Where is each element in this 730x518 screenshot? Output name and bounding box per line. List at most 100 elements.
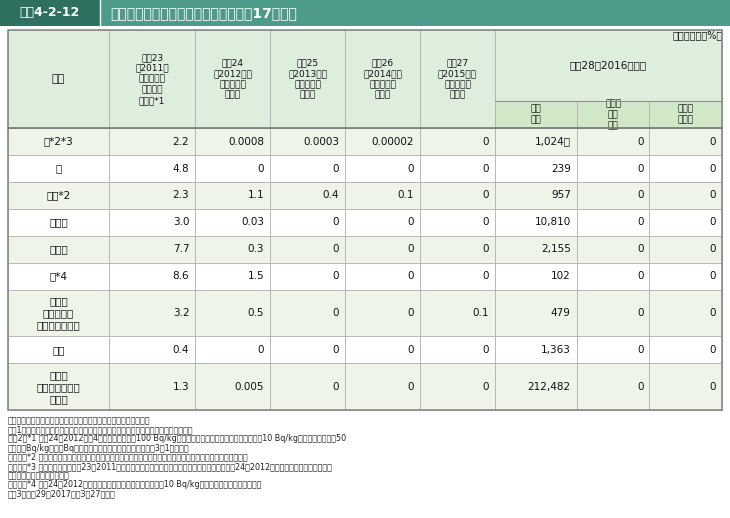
Bar: [109, 364, 196, 410]
Bar: [109, 155, 196, 182]
Bar: [8, 364, 109, 410]
Bar: [650, 128, 722, 155]
Text: 0: 0: [637, 137, 643, 147]
Bar: [345, 30, 420, 128]
Bar: [495, 182, 577, 209]
Text: 0: 0: [710, 218, 716, 227]
Bar: [345, 128, 420, 155]
Text: 平成25
（2013）年
度の基準値
超過率: 平成25 （2013）年 度の基準値 超過率: [288, 59, 327, 99]
Text: 0: 0: [258, 164, 264, 174]
Text: 平成23
（2011）
年度末まで
の基準値
超過率*1: 平成23 （2011） 年度末まで の基準値 超過率*1: [135, 53, 169, 105]
Bar: [577, 128, 650, 155]
Bar: [270, 155, 345, 182]
Text: 0: 0: [407, 164, 414, 174]
Bar: [270, 290, 345, 337]
Text: 479: 479: [551, 308, 571, 318]
Text: 2.3: 2.3: [173, 191, 189, 200]
Text: *4 平成24（2012）年度以降の茶は、飲料水の基準値（10 Bq/kg）が適用される緑茶のみ計上: *4 平成24（2012）年度以降の茶は、飲料水の基準値（10 Bq/kg）が適…: [8, 480, 261, 490]
Bar: [196, 337, 270, 364]
Text: 0: 0: [710, 271, 716, 281]
Text: 豆類*2: 豆類*2: [46, 191, 71, 200]
Bar: [270, 236, 345, 263]
Text: 212,482: 212,482: [528, 382, 571, 392]
Bar: [8, 337, 109, 364]
Text: *3 福島県で行った平成23（2011）年度産の緊急調査、福島県と宮城県の一部地域で平成24（2012）年度以降に行った全袋検査: *3 福島県で行った平成23（2011）年度産の緊急調査、福島県と宮城県の一部地…: [8, 462, 332, 471]
Bar: [495, 209, 577, 236]
Text: その他
地域特産物
（そばを含む）: その他 地域特産物 （そばを含む）: [36, 296, 80, 330]
Bar: [420, 236, 495, 263]
Bar: [196, 236, 270, 263]
Text: 果実類: 果実類: [49, 244, 68, 254]
Text: 0: 0: [407, 345, 414, 355]
Bar: [495, 155, 577, 182]
Text: 0: 0: [333, 218, 339, 227]
Text: 0: 0: [483, 271, 489, 281]
Bar: [0, 0, 730, 26]
Bar: [109, 30, 196, 128]
Bar: [650, 263, 722, 290]
Text: 肉・卵
（野生鳥獣肉を
除く）: 肉・卵 （野生鳥獣肉を 除く）: [36, 370, 80, 404]
Bar: [8, 128, 109, 155]
Text: 3.0: 3.0: [173, 218, 189, 227]
Bar: [196, 128, 270, 155]
Bar: [420, 182, 495, 209]
Bar: [420, 128, 495, 155]
Text: 平成28（2016）年度: 平成28（2016）年度: [570, 61, 647, 70]
Text: 0.1: 0.1: [472, 308, 489, 318]
Text: 0: 0: [637, 308, 643, 318]
Text: 0: 0: [710, 308, 716, 318]
Text: 0: 0: [483, 244, 489, 254]
Bar: [650, 155, 722, 182]
Bar: [495, 263, 577, 290]
Text: 0.0003: 0.0003: [303, 137, 339, 147]
Text: 0: 0: [407, 382, 414, 392]
Bar: [8, 209, 109, 236]
Bar: [420, 364, 495, 410]
Text: 資料：厚生労働省資料、地方公共団体資料を基に農林水産省で作成: 資料：厚生労働省資料、地方公共団体資料を基に農林水産省で作成: [8, 416, 150, 425]
Text: 0: 0: [407, 308, 414, 318]
Bar: [495, 364, 577, 410]
Bar: [8, 290, 109, 337]
Text: 0: 0: [483, 218, 489, 227]
Bar: [420, 155, 495, 182]
Bar: [109, 263, 196, 290]
Text: 0: 0: [333, 271, 339, 281]
Bar: [345, 236, 420, 263]
Bar: [650, 209, 722, 236]
Text: 0: 0: [333, 244, 339, 254]
Bar: [495, 30, 722, 101]
Bar: [345, 290, 420, 337]
Bar: [270, 30, 345, 128]
Bar: [577, 263, 650, 290]
Bar: [420, 209, 495, 236]
Text: 8.6: 8.6: [173, 271, 189, 281]
Bar: [420, 263, 495, 290]
Bar: [8, 30, 722, 410]
Bar: [8, 236, 109, 263]
Bar: [650, 236, 722, 263]
Text: 0: 0: [710, 137, 716, 147]
Text: 原乳: 原乳: [53, 345, 65, 355]
Bar: [8, 155, 109, 182]
Text: 0: 0: [333, 382, 339, 392]
Text: 麦: 麦: [55, 164, 61, 174]
Text: 2）*1 平成24（2012）年4月施行の基準値（100 Bq/kg）の超過率（茶については浸出液換算で10 Bq/kg、原乳については50: 2）*1 平成24（2012）年4月施行の基準値（100 Bq/kg）の超過率（…: [8, 435, 346, 443]
Bar: [495, 236, 577, 263]
Text: 239: 239: [551, 164, 571, 174]
Bar: [270, 337, 345, 364]
Text: 957: 957: [551, 191, 571, 200]
Bar: [109, 236, 196, 263]
Bar: [650, 290, 722, 337]
Text: 0.5: 0.5: [247, 308, 264, 318]
Bar: [650, 364, 722, 410]
Bar: [577, 209, 650, 236]
Text: 1,024万: 1,024万: [535, 137, 571, 147]
Text: 0: 0: [483, 345, 489, 355]
Text: 0: 0: [333, 345, 339, 355]
Text: 図表4-2-12: 図表4-2-12: [20, 7, 80, 20]
Text: 0: 0: [483, 191, 489, 200]
Text: 1.3: 1.3: [173, 382, 189, 392]
Bar: [345, 182, 420, 209]
Bar: [345, 155, 420, 182]
Bar: [8, 263, 109, 290]
